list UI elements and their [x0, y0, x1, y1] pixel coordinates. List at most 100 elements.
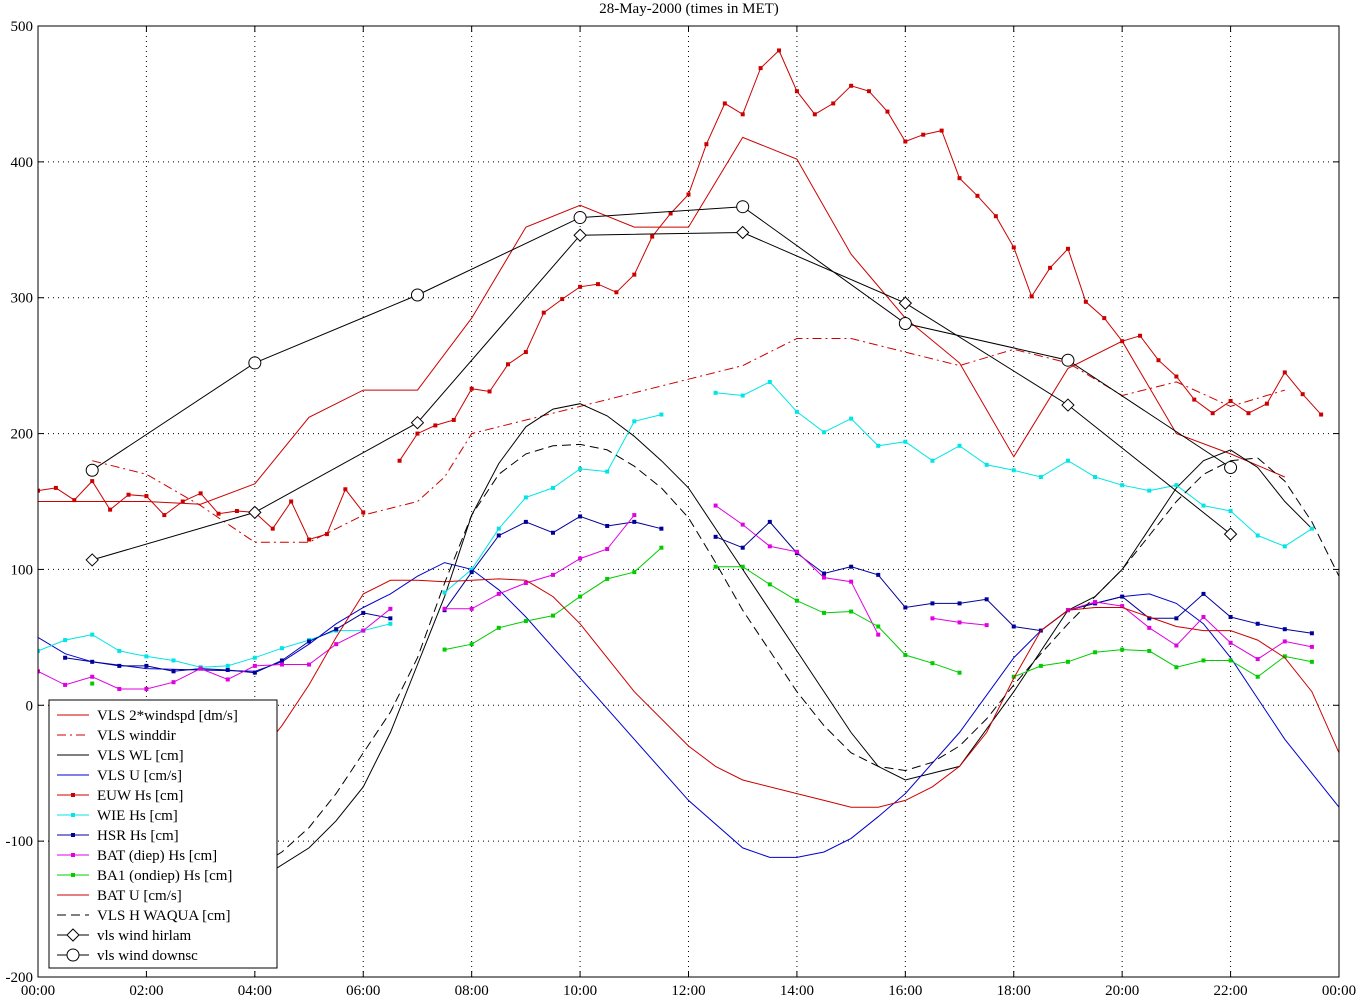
- series-bat-diep-hs-cm-point: [849, 579, 854, 584]
- series-bat-diep-hs-cm-point: [740, 522, 745, 527]
- series-vls-wind-downsc-line: [91, 206, 1231, 471]
- series-hsr-hs-cm: [63, 514, 1314, 675]
- series-wie-hs-cm-point: [713, 390, 718, 395]
- series-euw-hs-cm-point: [578, 284, 583, 289]
- series-ba1-ondiep-hs-cm-point: [632, 570, 637, 575]
- series-euw-hs-cm-point: [867, 89, 872, 94]
- series-hsr-hs-cm-point: [659, 526, 664, 531]
- series-wie-hs-cm-point: [930, 458, 935, 463]
- series-euw-hs-cm: [38, 48, 1324, 542]
- series-bat-diep-hs-cm-line: [444, 514, 635, 610]
- series-wie-hs-cm-point: [876, 443, 881, 448]
- series-euw-hs-cm-point: [1192, 397, 1197, 402]
- legend-swatch-point: [71, 873, 75, 877]
- series-vls-wind-hirlam-point: [1223, 527, 1238, 541]
- series-bat-diep-hs-cm-point: [767, 544, 772, 549]
- series-ba1-ondiep-hs-cm-point: [550, 613, 555, 618]
- series-euw-hs-cm-line: [38, 480, 364, 541]
- series-vls-2-windspd-dm-s: [38, 136, 1285, 505]
- series-bat-diep-hs-cm-point: [1228, 640, 1233, 645]
- series-euw-hs-cm-point: [90, 479, 95, 484]
- series-hsr-hs-cm-point: [876, 572, 881, 577]
- series-bat-diep-hs-cm-point: [90, 674, 95, 679]
- x-tick-label: 06:00: [346, 983, 380, 999]
- series-wie-hs-cm-point: [63, 638, 68, 643]
- series-euw-hs-cm-point: [451, 417, 456, 422]
- series-euw-hs-cm-point: [1029, 294, 1034, 299]
- series-bat-diep-hs-cm-line: [38, 608, 391, 690]
- series-euw-hs-cm-point: [831, 101, 836, 106]
- series-bat-diep-hs-cm-point: [1147, 625, 1152, 630]
- series-bat-diep-hs-cm-point: [930, 616, 935, 621]
- series-bat-diep-hs-cm-point: [713, 503, 718, 508]
- series-euw-hs-cm-point: [1065, 246, 1070, 251]
- y-tick-label: 300: [11, 291, 34, 307]
- series-vls-2-windspd-dm-s-line: [38, 136, 1285, 505]
- series-ba1-ondiep-hs-cm-point: [1201, 658, 1206, 663]
- legend-item-ba1-ondiep-hs-cm: BA1 (ondiep) Hs [cm]: [57, 868, 232, 884]
- series-bat-diep-hs-cm-point: [1093, 600, 1098, 605]
- series-ba1-ondiep-hs-cm-point: [578, 594, 583, 599]
- x-tick-label: 00:00: [1322, 983, 1356, 999]
- series-bat-diep-hs-cm-point: [876, 632, 881, 637]
- series-ba1-ondiep-hs-cm-point: [496, 625, 501, 630]
- series-bat-diep-hs-cm-point: [252, 663, 257, 668]
- series-bat-diep-hs-cm-point: [496, 591, 501, 596]
- x-tick-label: 22:00: [1213, 983, 1247, 999]
- series-bat-diep-hs-cm-point: [605, 547, 610, 552]
- series-euw-hs-cm-point: [108, 507, 113, 512]
- series-bat-diep-hs-cm-point: [1282, 639, 1287, 644]
- series-euw-hs-cm-point: [560, 297, 565, 302]
- legend-swatch-point: [71, 813, 75, 817]
- legend-item-vls-2-windspd-dm-s: VLS 2*windspd [dm/s]: [57, 708, 238, 724]
- legend-item-hsr-hs-cm: HSR Hs [cm]: [57, 828, 179, 844]
- series-euw-hs-cm-point: [812, 112, 817, 117]
- series-euw-hs-cm-point: [1319, 412, 1324, 417]
- grid: [38, 26, 1339, 977]
- series-euw-hs-cm-point: [343, 487, 348, 492]
- series-ba1-ondiep-hs-cm-line: [1013, 649, 1312, 678]
- series-euw-hs-cm-point: [686, 192, 691, 197]
- series-ba1-ondiep-hs-cm-point: [957, 670, 962, 675]
- series-wie-hs-cm-point: [279, 646, 284, 651]
- x-tick-label: 14:00: [780, 983, 814, 999]
- series-vls-wl-cm-line: [254, 403, 1313, 883]
- series-hsr-hs-cm-point: [361, 610, 366, 615]
- series-euw-hs-cm-point: [704, 142, 709, 147]
- series-wie-hs-cm: [38, 379, 1314, 670]
- series-wie-hs-cm-point: [469, 567, 474, 572]
- series-euw-hs-cm-point: [885, 109, 890, 114]
- legend-label: HSR Hs [cm]: [97, 828, 179, 844]
- series-wie-hs-cm-point: [1201, 503, 1206, 508]
- series-bat-diep-hs-cm-point: [1174, 643, 1179, 648]
- series-group: [38, 48, 1339, 907]
- series-hsr-hs-cm-point: [1282, 627, 1287, 632]
- legend-item-bat-diep-hs-cm: BAT (diep) Hs [cm]: [57, 848, 217, 864]
- series-vls-wind-downsc-point: [898, 317, 912, 331]
- series-euw-hs-cm-point: [72, 498, 77, 503]
- series-bat-diep-hs-cm-point: [361, 628, 366, 633]
- series-euw-hs-cm-point: [1138, 333, 1143, 338]
- series-hsr-hs-cm-point: [632, 519, 637, 524]
- series-wie-hs-cm-point: [632, 419, 637, 424]
- series-vls-wind-hirlam-point: [736, 225, 750, 240]
- series-euw-hs-cm-point: [595, 282, 600, 287]
- series-wie-hs-cm-point: [1147, 488, 1152, 493]
- series-hsr-hs-cm-point: [523, 519, 528, 524]
- y-tick-label: 500: [11, 19, 34, 35]
- series-euw-hs-cm-point: [307, 537, 312, 542]
- series-bat-diep-hs-cm-point: [550, 572, 555, 577]
- series-euw-hs-cm-point: [1083, 299, 1088, 304]
- series-vls-wind-downsc-point: [736, 200, 750, 214]
- series-wie-hs-cm-point: [1282, 544, 1287, 549]
- series-wie-hs-cm-point: [1093, 475, 1098, 480]
- series-wie-hs-cm-point: [171, 658, 176, 663]
- series-vls-wl-cm: [254, 403, 1313, 883]
- series-ba1-ondiep-hs-cm-point: [1228, 658, 1233, 663]
- x-tick-label: 16:00: [888, 983, 922, 999]
- y-tick-label: -200: [6, 970, 34, 986]
- series-bat-diep-hs-cm-point: [388, 606, 393, 611]
- legend-swatch-point: [71, 793, 75, 797]
- legend-swatch-point: [66, 928, 80, 942]
- legend-label: VLS WL [cm]: [97, 748, 184, 764]
